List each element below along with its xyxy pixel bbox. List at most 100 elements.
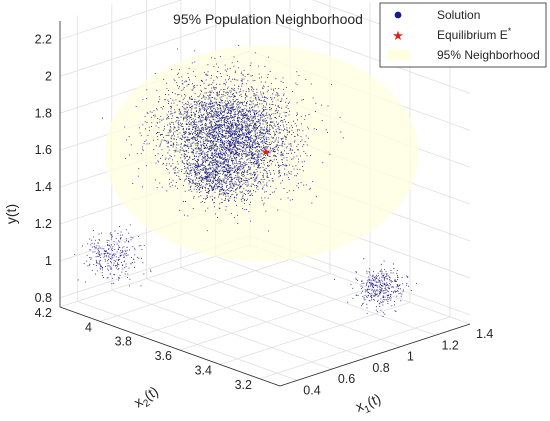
solution-point: [213, 129, 215, 131]
solution-point: [140, 153, 142, 155]
solution-point: [235, 151, 237, 153]
solution-point: [246, 117, 248, 119]
solution-point: [226, 75, 228, 76]
solution-point: [192, 152, 194, 154]
solution-point: [259, 117, 261, 119]
solution-point: [256, 99, 258, 101]
solution-point: [291, 149, 293, 151]
solution-point: [243, 162, 245, 164]
solution-point: [236, 179, 238, 180]
solution-point: [187, 112, 189, 113]
solution-point: [263, 115, 265, 117]
solution-point: [103, 253, 105, 255]
solution-point: [395, 280, 397, 282]
solution-point: [165, 164, 167, 166]
solution-point: [308, 114, 310, 115]
solution-point: [193, 196, 195, 198]
solution-point: [248, 87, 250, 89]
solution-point: [219, 150, 221, 152]
solution-point: [261, 140, 263, 142]
solution-point: [252, 145, 254, 146]
solution-point: [242, 124, 244, 126]
solution-point: [223, 119, 225, 121]
solution-point: [201, 186, 203, 188]
solution-point: [231, 148, 233, 150]
solution-point: [200, 130, 202, 132]
solution-point: [190, 103, 192, 105]
solution-point: [240, 173, 242, 175]
solution-point: [162, 118, 164, 120]
solution-point: [288, 171, 289, 173]
solution-point: [209, 97, 210, 99]
solution-point: [377, 290, 379, 292]
solution-point: [263, 162, 265, 164]
solution-point: [241, 96, 243, 98]
solution-point: [168, 142, 169, 144]
solution-point: [248, 129, 250, 131]
solution-point: [200, 181, 202, 183]
solution-point: [175, 172, 177, 174]
solution-point: [211, 148, 213, 150]
solution-point: [277, 124, 279, 126]
solution-point: [260, 159, 261, 161]
solution-point: [220, 151, 222, 153]
solution-point: [231, 88, 233, 90]
solution-point: [225, 117, 227, 119]
solution-point: [289, 164, 291, 166]
solution-point: [228, 149, 230, 151]
solution-point: [124, 253, 126, 255]
solution-point: [222, 106, 224, 108]
solution-point: [91, 269, 93, 271]
solution-point: [179, 149, 181, 151]
solution-point: [190, 114, 192, 116]
solution-point: [195, 166, 197, 168]
solution-point: [225, 199, 227, 201]
solution-point: [321, 120, 323, 121]
solution-point: [251, 193, 253, 195]
solution-point: [254, 131, 256, 133]
solution-point: [144, 116, 146, 117]
solution-point: [251, 158, 252, 160]
solution-point: [216, 187, 218, 189]
solution-point: [212, 92, 214, 94]
solution-point: [196, 103, 198, 105]
solution-point: [239, 132, 241, 134]
solution-point: [196, 142, 198, 144]
solution-point: [228, 106, 230, 108]
solution-point: [194, 176, 196, 178]
solution-point: [198, 153, 200, 155]
solution-point: [251, 116, 253, 118]
solution-point: [91, 239, 93, 241]
solution-point: [222, 192, 224, 194]
solution-point: [170, 108, 172, 110]
solution-point: [208, 84, 210, 86]
solution-point: [234, 129, 236, 131]
solution-point: [201, 104, 202, 106]
solution-point: [227, 143, 229, 144]
solution-point: [268, 138, 270, 140]
solution-point: [248, 137, 250, 139]
solution-point: [220, 125, 222, 127]
solution-point: [192, 122, 194, 124]
solution-point: [213, 201, 215, 203]
solution-point: [93, 243, 95, 245]
solution-point: [242, 194, 244, 196]
solution-point: [100, 265, 102, 267]
solution-point: [236, 106, 238, 108]
solution-point: [227, 165, 229, 167]
solution-point: [268, 152, 269, 154]
solution-point: [120, 262, 122, 264]
solution-point: [220, 187, 222, 189]
solution-point: [249, 167, 251, 169]
solution-point: [238, 104, 240, 106]
solution-point: [227, 171, 229, 173]
solution-point: [188, 181, 190, 183]
solution-point: [205, 97, 207, 99]
solution-point: [217, 147, 219, 149]
solution-point: [131, 257, 132, 258]
solution-point: [275, 156, 277, 158]
solution-point: [275, 137, 277, 139]
solution-point: [191, 111, 193, 113]
solution-point: [210, 179, 212, 181]
solution-point: [214, 164, 216, 166]
